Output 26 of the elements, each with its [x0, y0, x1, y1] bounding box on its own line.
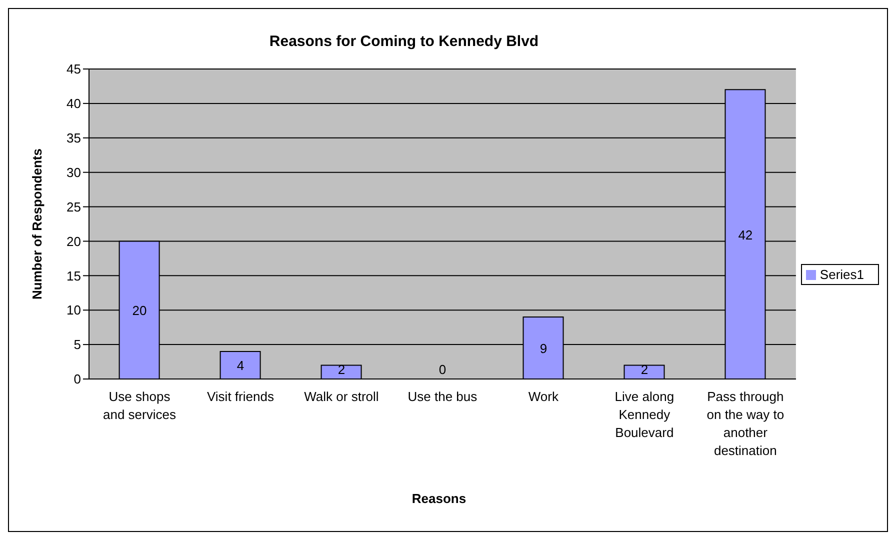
data-label: 20 [132, 303, 147, 318]
x-tick-label: Visit friends [207, 389, 274, 404]
data-label: 42 [738, 227, 753, 242]
y-tick-label: 45 [66, 62, 81, 77]
x-tick-label: Use the bus [408, 389, 478, 404]
legend-label: Series1 [820, 266, 864, 282]
x-tick-label: Pass through on the way to another destination [706, 389, 784, 458]
data-label: 9 [540, 341, 548, 356]
x-tick-label: Walk or stroll [304, 389, 379, 404]
y-tick-label: 30 [66, 164, 81, 180]
y-tick-label: 5 [74, 337, 81, 352]
data-label: 0 [438, 362, 446, 377]
data-label: 4 [236, 358, 244, 374]
x-tick-label: Live along Kennedy Boulevard [614, 389, 674, 440]
x-tick-label: Use shops and services [103, 389, 176, 422]
y-tick-label: 40 [66, 96, 81, 112]
y-tick-label: 20 [66, 234, 81, 249]
y-tick-label: 15 [66, 268, 81, 284]
y-tick-label: 35 [66, 130, 81, 146]
x-tick-label: Work [528, 389, 559, 404]
chart-title: Reasons for Coming to Kennedy Blvd [268, 33, 540, 50]
y-tick-label: 10 [66, 302, 81, 318]
x-axis-title: Reasons [412, 491, 466, 506]
y-axis-title: Number of Respondents [30, 148, 44, 300]
y-tick-label: 0 [74, 372, 81, 387]
y-tick-label: 25 [66, 199, 81, 214]
